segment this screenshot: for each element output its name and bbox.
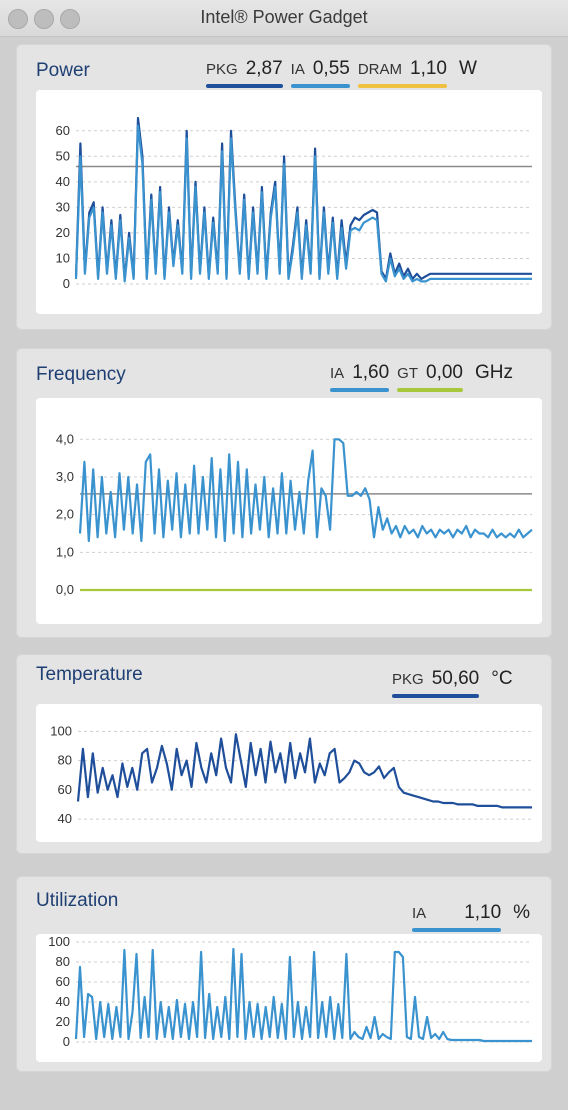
frequency-readout-gt: GT 0,00 <box>397 362 463 392</box>
power-readout-pkg: PKG 2,87 <box>206 58 283 88</box>
frequency-readout-ia: IA 1,60 <box>330 362 390 392</box>
readout-value: 0,00 <box>426 362 463 383</box>
temperature-title: Temperature <box>36 664 143 685</box>
series-line-ia <box>74 947 532 1043</box>
power-readouts: PKG 2,87 IA 0,55 DRAM 1,10 W <box>206 58 477 88</box>
window-title: Intel® Power Gadget <box>200 7 368 27</box>
readout-label: IA <box>330 365 345 382</box>
readout-value: 1,10 <box>410 58 447 79</box>
close-button[interactable] <box>8 9 28 29</box>
y-tick-label: 20 <box>56 1014 70 1029</box>
temperature-readout-pkg: PKG 50,60 <box>392 668 480 698</box>
readout-value: 1,60 <box>352 362 390 383</box>
minimize-button[interactable] <box>34 9 54 29</box>
legend-swatch-ia <box>330 388 390 392</box>
legend-swatch-pkg <box>206 84 283 88</box>
y-tick-label: 3,0 <box>56 469 74 484</box>
power-readout-ia: IA 0,55 <box>290 58 350 88</box>
legend-swatch-ia <box>290 84 350 88</box>
y-tick-label: 80 <box>56 954 70 969</box>
readout-value: 0,55 <box>312 58 350 79</box>
readout-label: IA <box>290 61 305 78</box>
y-tick-label: 10 <box>56 250 70 265</box>
readout-value: 50,60 <box>431 668 480 689</box>
utilization-chart: 0 20 40 60 80 100 <box>48 934 532 1049</box>
legend-swatch-gt <box>397 388 463 392</box>
legend-swatch-pkg <box>392 694 480 698</box>
temperature-chart: 40 60 80 100 <box>50 723 532 826</box>
y-tick-label: 60 <box>56 123 70 138</box>
power-chart: 0 10 20 30 40 50 60 <box>56 116 532 291</box>
temperature-panel: Temperature PKG 50,60 °C 40 60 80 100 <box>16 654 552 854</box>
readout-label: DRAM <box>357 61 403 78</box>
power-panel: Power PKG 2,87 IA 0,55 DRAM 1,10 W 0 10 20… <box>16 44 552 330</box>
y-tick-label: 4,0 <box>56 431 74 446</box>
temperature-plot: 40 60 80 100 <box>36 704 542 842</box>
y-tick-label: 30 <box>56 199 70 214</box>
y-tick-label: 40 <box>56 994 70 1009</box>
legend-swatch-dram <box>357 84 447 88</box>
y-tick-label: 0,0 <box>56 582 74 597</box>
power-title: Power <box>36 60 90 81</box>
y-tick-label: 1,0 <box>56 544 74 559</box>
series-line-pkg <box>76 733 532 809</box>
series-line-ia <box>74 124 532 283</box>
frequency-chart: 0,0 1,0 2,0 3,0 4,0 <box>56 431 533 597</box>
utilization-readout-ia: IA 1,10 <box>412 902 502 932</box>
y-tick-label: 0 <box>63 1034 70 1049</box>
y-tick-label: 60 <box>58 782 72 797</box>
y-tick-label: 40 <box>58 811 72 826</box>
y-tick-label: 80 <box>58 753 72 768</box>
power-plot: 0 10 20 30 40 50 60 <box>36 90 542 314</box>
frequency-title: Frequency <box>36 364 126 385</box>
frequency-plot: 0,0 1,0 2,0 3,0 4,0 <box>36 398 542 624</box>
utilization-title: Utilization <box>36 890 119 911</box>
temperature-unit: °C <box>491 668 513 689</box>
readout-label: IA <box>412 905 427 922</box>
y-tick-label: 2,0 <box>56 507 74 522</box>
readout-value: 1,10 <box>464 902 502 923</box>
y-tick-label: 60 <box>56 974 70 989</box>
frequency-unit: GHz <box>475 362 513 383</box>
title-bar[interactable]: Intel® Power Gadget <box>0 0 568 37</box>
power-unit: W <box>459 58 477 79</box>
y-tick-label: 100 <box>50 723 72 738</box>
y-tick-label: 20 <box>56 225 70 240</box>
utilization-readouts: IA 1,10 % <box>412 902 531 932</box>
utilization-unit: % <box>513 902 531 923</box>
frequency-panel: Frequency IA 1,60 GT 0,00 GHz 0,0 1,0 2,0 3… <box>16 348 552 638</box>
y-tick-label: 40 <box>56 174 70 189</box>
readout-label: PKG <box>206 61 238 78</box>
readout-label: PKG <box>392 671 424 688</box>
temperature-readouts: PKG 50,60 °C <box>392 668 513 698</box>
power-readout-dram: DRAM 1,10 <box>357 58 447 88</box>
y-tick-label: 100 <box>48 934 70 949</box>
y-tick-label: 0 <box>63 276 70 291</box>
utilization-plot: 0 20 40 60 80 100 <box>36 934 542 1062</box>
readout-value: 2,87 <box>245 58 283 79</box>
readout-label: GT <box>397 365 419 382</box>
y-tick-label: 50 <box>56 148 70 163</box>
frequency-readouts: IA 1,60 GT 0,00 GHz <box>330 362 513 392</box>
legend-swatch-ia <box>412 928 502 932</box>
series-line-ia <box>78 438 533 543</box>
zoom-button[interactable] <box>60 9 80 29</box>
utilization-panel: Utilization IA 1,10 % 0 20 40 60 80 100 <box>16 876 552 1072</box>
